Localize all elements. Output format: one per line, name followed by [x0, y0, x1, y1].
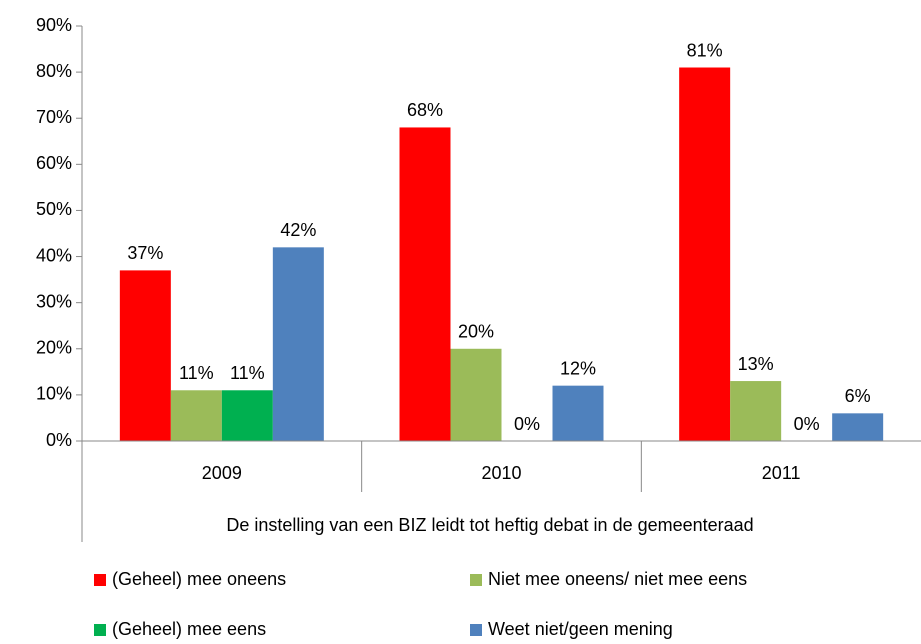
x-axis-title: De instelling van een BIZ leidt tot heft…	[226, 515, 753, 535]
value-label: 37%	[127, 243, 163, 263]
value-label: 11%	[230, 363, 265, 383]
bar	[730, 381, 782, 441]
value-label: 13%	[738, 354, 774, 374]
value-label: 20%	[458, 322, 494, 342]
y-tick-label: 40%	[36, 245, 72, 265]
legend-label: (Geheel) mee oneens	[112, 569, 286, 589]
bar	[272, 247, 324, 441]
value-label: 0%	[514, 414, 540, 434]
legend-swatch	[470, 574, 482, 586]
y-tick-label: 30%	[36, 291, 72, 311]
legend-swatch	[94, 574, 106, 586]
value-label: 81%	[687, 40, 723, 60]
value-label: 12%	[560, 358, 596, 378]
x-tick-label: 2011	[762, 463, 801, 483]
legend-label: (Geheel) mee eens	[112, 619, 266, 639]
legend-label: Weet niet/geen mening	[488, 619, 673, 639]
legend-swatch	[94, 624, 106, 636]
y-tick-label: 0%	[46, 430, 72, 450]
value-label: 68%	[407, 100, 443, 120]
y-tick-label: 70%	[36, 107, 72, 127]
y-tick-label: 60%	[36, 153, 72, 173]
bar	[552, 385, 604, 441]
bar	[119, 270, 171, 441]
bar	[832, 413, 884, 441]
bar	[679, 67, 731, 441]
y-tick-label: 50%	[36, 199, 72, 219]
value-label: 0%	[794, 414, 820, 434]
y-tick-label: 20%	[36, 338, 72, 358]
x-tick-label: 2010	[481, 463, 521, 483]
y-tick-label: 80%	[36, 61, 72, 81]
y-tick-label: 90%	[36, 15, 72, 35]
bar	[170, 390, 222, 441]
legend-swatch	[470, 624, 482, 636]
value-label: 42%	[280, 220, 316, 240]
value-label: 6%	[845, 386, 871, 406]
bar	[450, 348, 502, 441]
legend-label: Niet mee oneens/ niet mee eens	[488, 569, 747, 589]
bar	[399, 127, 451, 441]
y-tick-label: 10%	[36, 384, 72, 404]
bar	[221, 390, 273, 441]
value-label: 11%	[179, 363, 214, 383]
x-tick-label: 2009	[202, 463, 242, 483]
